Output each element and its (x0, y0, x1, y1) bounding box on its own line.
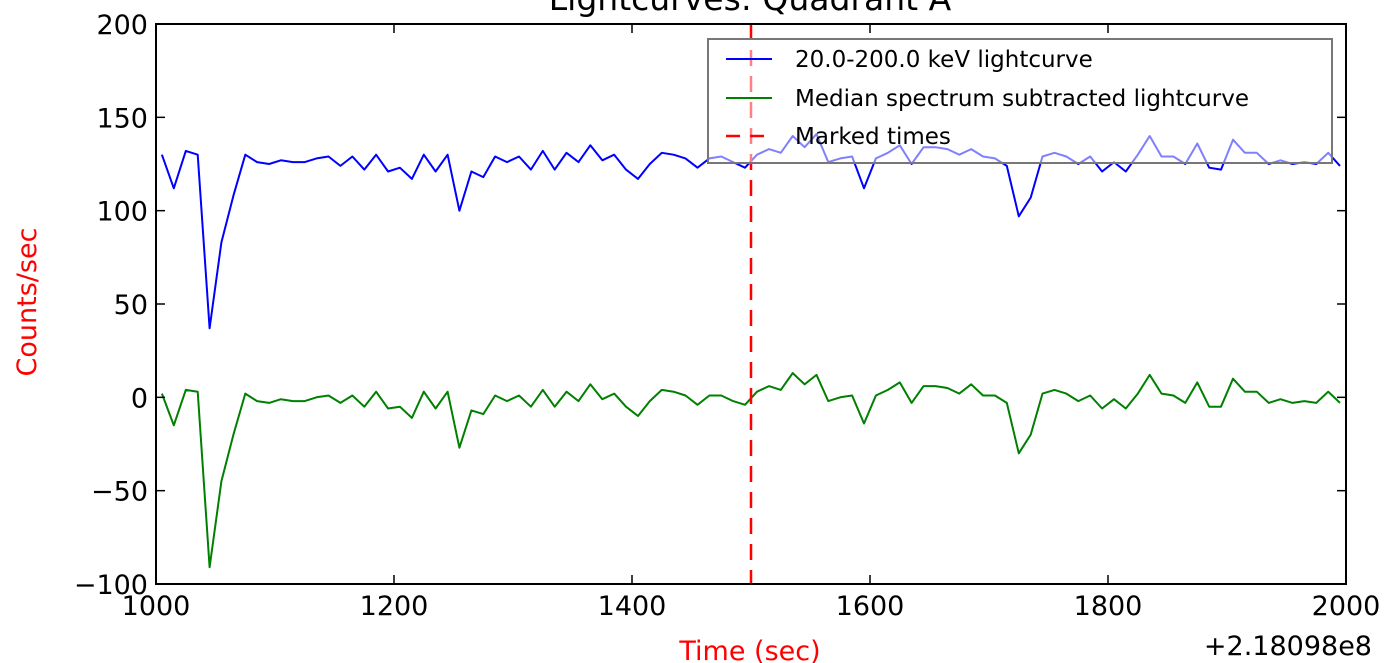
x-tick-label: 2000 (1312, 591, 1381, 622)
x-tick-label: 1000 (122, 591, 191, 622)
legend-label-lightcurve: 20.0-200.0 keV lightcurve (795, 47, 1093, 73)
legend-label-median-subtracted: Median spectrum subtracted lightcurve (795, 86, 1249, 112)
x-axis-label: Time (sec) (678, 636, 820, 663)
y-tick-label: 50 (114, 290, 148, 321)
y-tick-label: 0 (131, 383, 148, 414)
y-tick-label: −100 (74, 570, 148, 601)
axis-ticks: 1000 1200 1400 1600 1800 2000 −100 −50 0 50 100 150… (74, 10, 1381, 622)
legend: 20.0-200.0 keV lightcurve Median spectru… (707, 38, 1333, 164)
x-tick-label: 1200 (360, 591, 429, 622)
y-tick-label: −50 (91, 477, 148, 508)
y-tick-label: 150 (96, 103, 148, 134)
x-tick-label: 1600 (836, 591, 905, 622)
x-tick-label: 1400 (598, 591, 667, 622)
legend-box (707, 38, 1333, 164)
chart-title: Lightcurves: Quadrant A (549, 0, 952, 18)
x-offset-label: +2.18098e8 (1204, 631, 1372, 662)
y-tick-label: 200 (96, 10, 148, 41)
y-tick-label: 100 (96, 197, 148, 228)
legend-label-marked-times: Marked times (795, 124, 951, 150)
y-axis-label: Counts/sec (12, 228, 43, 377)
x-tick-label: 1800 (1074, 591, 1143, 622)
